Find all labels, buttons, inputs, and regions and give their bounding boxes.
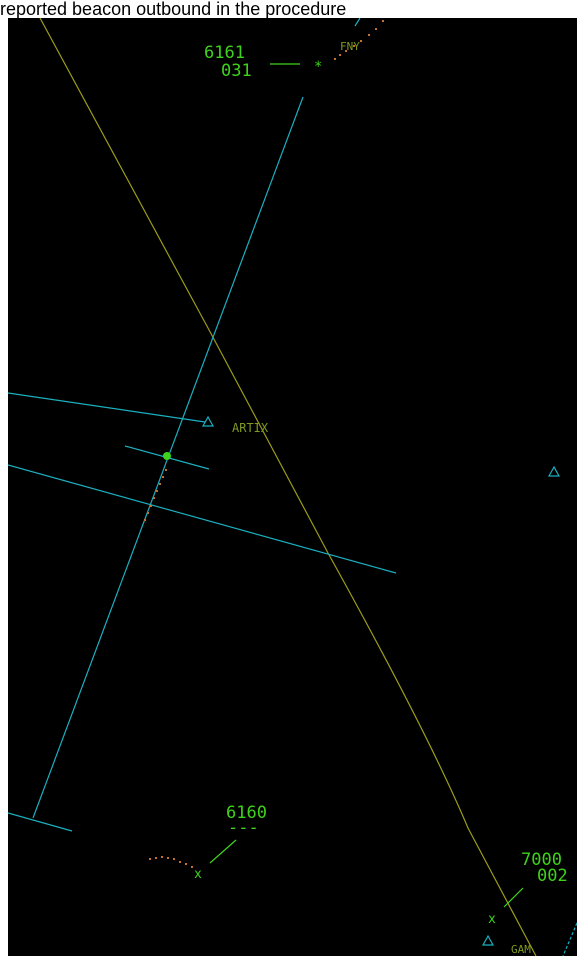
airway-line-gam [562,922,577,956]
airway-line-diagonal [8,464,397,574]
history-trail-fny [334,20,384,60]
aircraft-datablock-6160[interactable]: 6160 --- x [194,803,267,882]
airway-line-top-stub [354,18,361,27]
fix-label-artix: ARTIX [232,421,269,435]
leader-line [503,887,524,908]
aircraft-altitude: 002 [537,866,568,886]
caption-text: reported beacon outbound in the procedur… [0,0,577,18]
fix-label-fny: FNY [340,40,360,53]
leader-line [209,839,237,864]
boundary-line [39,18,537,956]
aircraft-target-symbol: x [488,912,496,927]
aircraft-beacon: 7000 [521,850,562,870]
aircraft-beacon: 6161 [204,43,245,63]
airway-line-artix-in [8,392,206,423]
radar-scope[interactable]: FNY ARTIX GAM [8,18,577,956]
aircraft-altitude: 031 [221,61,252,81]
fix-triangle-east-icon[interactable] [547,465,561,477]
aircraft-target-symbol: x [194,867,202,882]
fix-triangle-artix-icon[interactable] [201,415,215,427]
aircraft-beacon: 6160 [226,803,267,823]
fix-label-gam: GAM [511,943,531,956]
aircraft-datablock-7000[interactable]: 7000 002 x [488,850,568,927]
fix-triangle-gam-icon[interactable] [481,934,495,946]
aircraft-altitude: --- [228,818,259,838]
history-trail-airway [144,469,167,521]
primary-target-icon[interactable] [163,452,171,460]
aircraft-target-symbol: * [314,59,322,75]
airway-line-end-tick [8,812,73,832]
history-trail-6160 [149,856,193,868]
radar-display: FNY ARTIX GAM [8,18,577,956]
aircraft-datablock-6161[interactable]: 6161 031 * [204,43,322,81]
